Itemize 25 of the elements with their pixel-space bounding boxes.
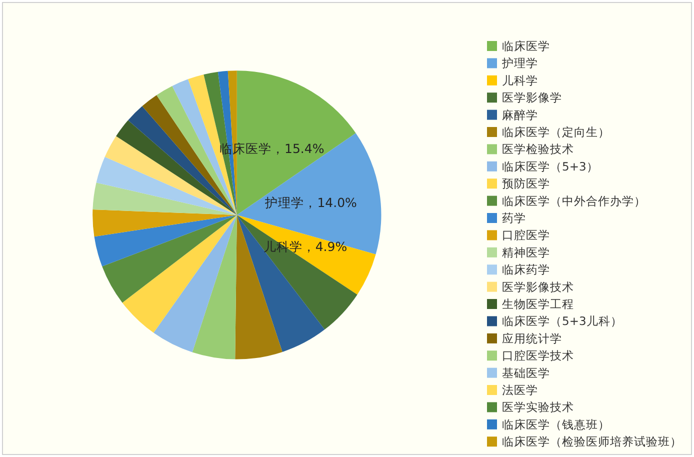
legend-label: 临床医学（5+3儿科）	[502, 314, 622, 328]
legend-label: 药学	[502, 211, 526, 225]
legend-label: 基础医学	[502, 366, 550, 380]
legend-label: 临床医学（中外合作办学）	[502, 194, 646, 208]
legend-label: 儿科学	[502, 73, 538, 88]
legend-label: 生物医学工程	[502, 297, 574, 311]
legend-label: 医学影像技术	[502, 280, 574, 294]
legend-label: 医学影像学	[502, 90, 562, 105]
legend-label: 法医学	[502, 383, 538, 397]
legend-label: 医学检验技术	[502, 142, 574, 156]
legend-label: 口腔医学技术	[502, 348, 574, 363]
legend-label: 医学实验技术	[502, 400, 574, 414]
legend-label: 临床医学（5+3）	[502, 159, 598, 174]
legend-label: 临床医学（定向生）	[502, 125, 610, 139]
legend-label: 预防医学	[502, 176, 550, 191]
legend-label: 口腔医学	[502, 228, 550, 242]
legend-label: 临床医学（检验医师培养试验班）	[502, 434, 682, 449]
legend-label: 精神医学	[502, 245, 550, 260]
legend-label: 临床药学	[502, 262, 550, 277]
category-label: 护理学，14.0%	[265, 195, 357, 210]
legend-label: 护理学	[501, 56, 538, 70]
legend-label: 应用统计学	[502, 331, 562, 346]
legend-label: 麻醉学	[502, 108, 538, 122]
legend-label: 临床医学	[502, 39, 550, 53]
legend-label: 临床医学（钱惪班）	[502, 417, 610, 432]
